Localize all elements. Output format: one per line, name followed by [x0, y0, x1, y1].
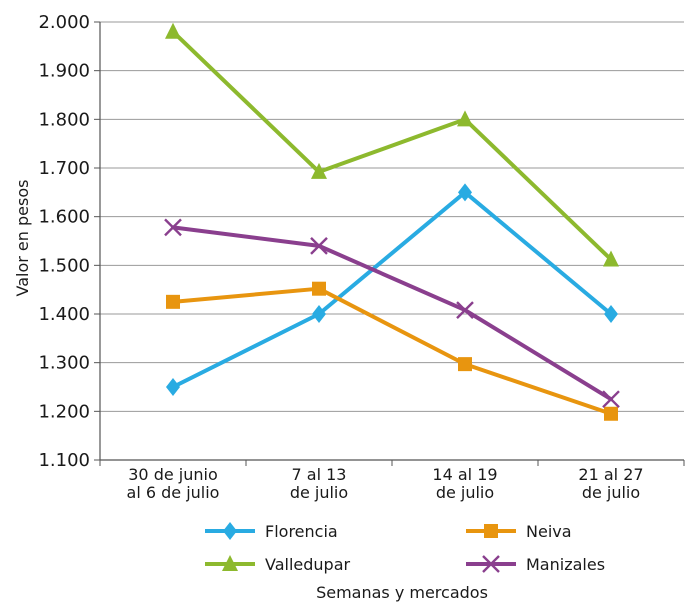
- series-manizales: [164, 218, 620, 409]
- data-point-marker: [165, 22, 181, 39]
- legend-marker-swatch: [223, 522, 237, 540]
- legend-item-florencia: Florencia: [205, 522, 338, 541]
- legend: Florencia Neiva Valledupar Manizales: [205, 522, 605, 574]
- legend-item-manizales: Manizales: [466, 555, 605, 574]
- series-neiva: [166, 281, 618, 421]
- data-point-marker: [312, 305, 326, 323]
- series-valledupar: [165, 22, 619, 267]
- series: [164, 22, 620, 421]
- legend-label: Manizales: [526, 555, 605, 574]
- series-florencia: [166, 183, 618, 396]
- legend-item-valledupar: Valledupar: [205, 555, 351, 574]
- series-line: [171, 190, 613, 389]
- y-tick-label: 2.000: [38, 12, 90, 33]
- data-point-marker: [456, 301, 474, 319]
- data-point-marker: [311, 162, 327, 179]
- series-line: [171, 29, 613, 262]
- legend-label: Florencia: [265, 522, 338, 541]
- data-point-marker: [312, 281, 326, 296]
- data-point-marker: [604, 305, 618, 323]
- x-tick-label: 14 al 19 de julio: [432, 465, 497, 502]
- data-point-marker: [458, 357, 472, 372]
- y-tick-label: 1.400: [38, 304, 90, 325]
- x-axis-title: Semanas y mercados: [316, 583, 488, 602]
- y-tick-labels: 1.100 1.200 1.300 1.400 1.500 1.600 1.700 1.800…: [38, 12, 90, 471]
- data-point-marker: [457, 110, 473, 127]
- x-tick-label: 21 al 27 de julio: [578, 465, 643, 502]
- y-tick-label: 1.900: [38, 61, 90, 82]
- series-line: [171, 225, 613, 402]
- data-point-marker: [310, 237, 328, 255]
- x-tick-label: 30 de junio al 6 de julio: [127, 465, 220, 502]
- axes: [94, 21, 685, 466]
- legend-label: Valledupar: [265, 555, 351, 574]
- y-tick-label: 1.700: [38, 158, 90, 179]
- data-point-marker: [602, 390, 620, 409]
- data-point-marker: [603, 250, 619, 267]
- y-axis-title: Valor en pesos: [13, 180, 32, 297]
- data-point-marker: [166, 378, 180, 396]
- y-tick-label: 1.600: [38, 207, 90, 228]
- legend-item-neiva: Neiva: [466, 522, 572, 541]
- x-tick-label: 7 al 13 de julio: [290, 465, 348, 502]
- legend-label: Neiva: [526, 522, 572, 541]
- x-tick-labels: 30 de junio al 6 de julio 7 al 13 de julio 1…: [127, 465, 644, 502]
- y-tick-label: 1.800: [38, 109, 90, 130]
- y-tick-label: 1.100: [38, 450, 90, 471]
- legend-marker-swatch: [484, 524, 498, 538]
- y-tick-label: 1.500: [38, 255, 90, 276]
- data-point-marker: [164, 218, 182, 237]
- y-tick-label: 1.200: [38, 401, 90, 422]
- data-point-marker: [166, 294, 180, 309]
- legend-marker-swatch: [482, 555, 500, 573]
- data-point-marker: [458, 183, 472, 202]
- series-line: [171, 286, 613, 416]
- legend-marker-swatch: [222, 555, 238, 571]
- data-point-marker: [604, 406, 618, 421]
- y-tick-label: 1.300: [38, 353, 90, 374]
- grid-lines: [100, 21, 684, 412]
